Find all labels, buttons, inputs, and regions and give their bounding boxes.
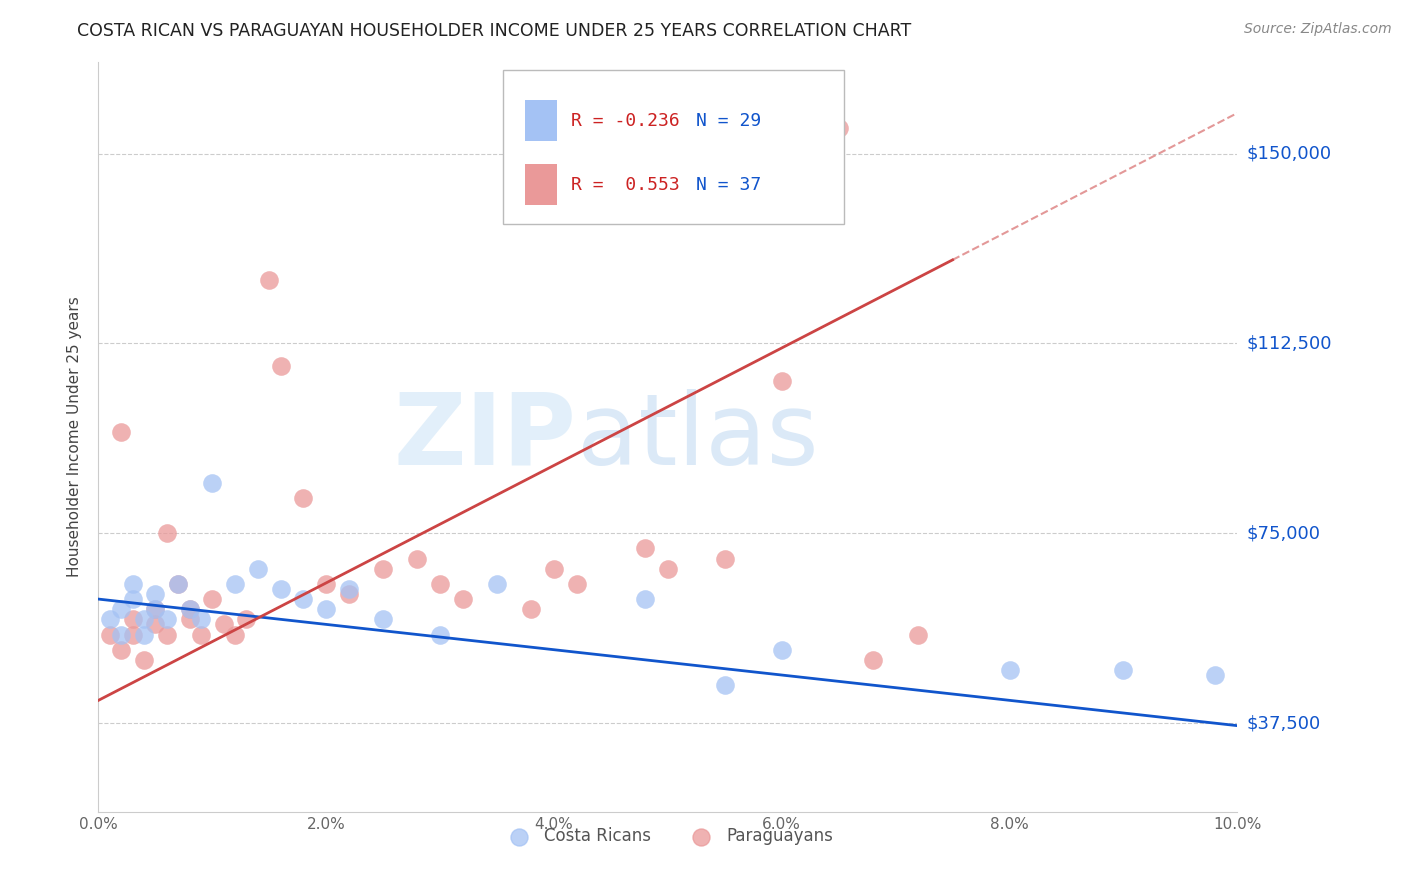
Point [429,627,451,641]
Point [270,359,292,374]
Point [406,551,429,566]
Text: Source: ZipAtlas.com: Source: ZipAtlas.com [1244,22,1392,37]
Point [156,526,179,541]
Point [110,602,132,616]
Point [373,612,395,626]
Point [179,602,201,616]
Point [429,577,451,591]
Point [145,617,167,632]
Text: $37,500: $37,500 [1246,714,1320,732]
Point [212,617,235,632]
Point [156,612,179,626]
Point [167,577,190,591]
Point [270,582,292,596]
Point [167,577,190,591]
Point [1112,663,1135,677]
Point [259,273,281,287]
Point [315,602,337,616]
Text: ZIP: ZIP [394,389,576,485]
Point [132,612,155,626]
Point [179,612,201,626]
Point [315,577,337,591]
Point [224,577,246,591]
Point [179,602,201,616]
Text: R = -0.236: R = -0.236 [571,112,679,130]
Point [235,612,257,626]
Point [292,491,315,505]
Point [828,121,851,136]
Text: COSTA RICAN VS PARAGUAYAN HOUSEHOLDER INCOME UNDER 25 YEARS CORRELATION CHART: COSTA RICAN VS PARAGUAYAN HOUSEHOLDER IN… [77,22,911,40]
Point [451,592,474,607]
Point [156,627,179,641]
Legend: Costa Ricans, Paraguayans: Costa Ricans, Paraguayans [496,821,839,852]
Text: atlas: atlas [576,389,818,485]
Point [770,642,793,657]
Point [132,653,155,667]
Point [201,475,224,490]
Point [121,592,143,607]
Point [190,612,212,626]
Point [714,678,737,692]
FancyBboxPatch shape [503,70,845,224]
Point [121,577,143,591]
Point [714,551,737,566]
Point [110,425,132,439]
Point [337,587,360,601]
Text: $112,500: $112,500 [1246,334,1331,352]
Point [190,627,212,641]
Text: $150,000: $150,000 [1246,145,1331,162]
Point [862,653,884,667]
Point [110,642,132,657]
Point [565,577,588,591]
FancyBboxPatch shape [526,100,557,141]
Point [373,562,395,576]
Point [224,627,246,641]
Point [201,592,224,607]
Point [292,592,315,607]
Point [246,562,269,576]
Point [657,562,679,576]
Point [145,587,167,601]
Text: N = 29: N = 29 [696,112,762,130]
Point [132,627,155,641]
Point [634,541,657,556]
Point [520,602,543,616]
FancyBboxPatch shape [526,163,557,205]
Point [634,592,657,607]
Point [145,602,167,616]
Point [907,627,929,641]
Point [98,612,121,626]
Point [543,562,565,576]
Point [121,612,143,626]
Point [110,627,132,641]
Point [486,577,509,591]
Text: N = 37: N = 37 [696,176,762,194]
Text: R =  0.553: R = 0.553 [571,176,679,194]
Point [98,627,121,641]
Point [1204,668,1226,682]
Point [337,582,360,596]
Point [998,663,1021,677]
Y-axis label: Householder Income Under 25 years: Householder Income Under 25 years [67,297,83,577]
Text: $75,000: $75,000 [1246,524,1320,542]
Point [145,602,167,616]
Point [770,375,793,389]
Point [121,627,143,641]
